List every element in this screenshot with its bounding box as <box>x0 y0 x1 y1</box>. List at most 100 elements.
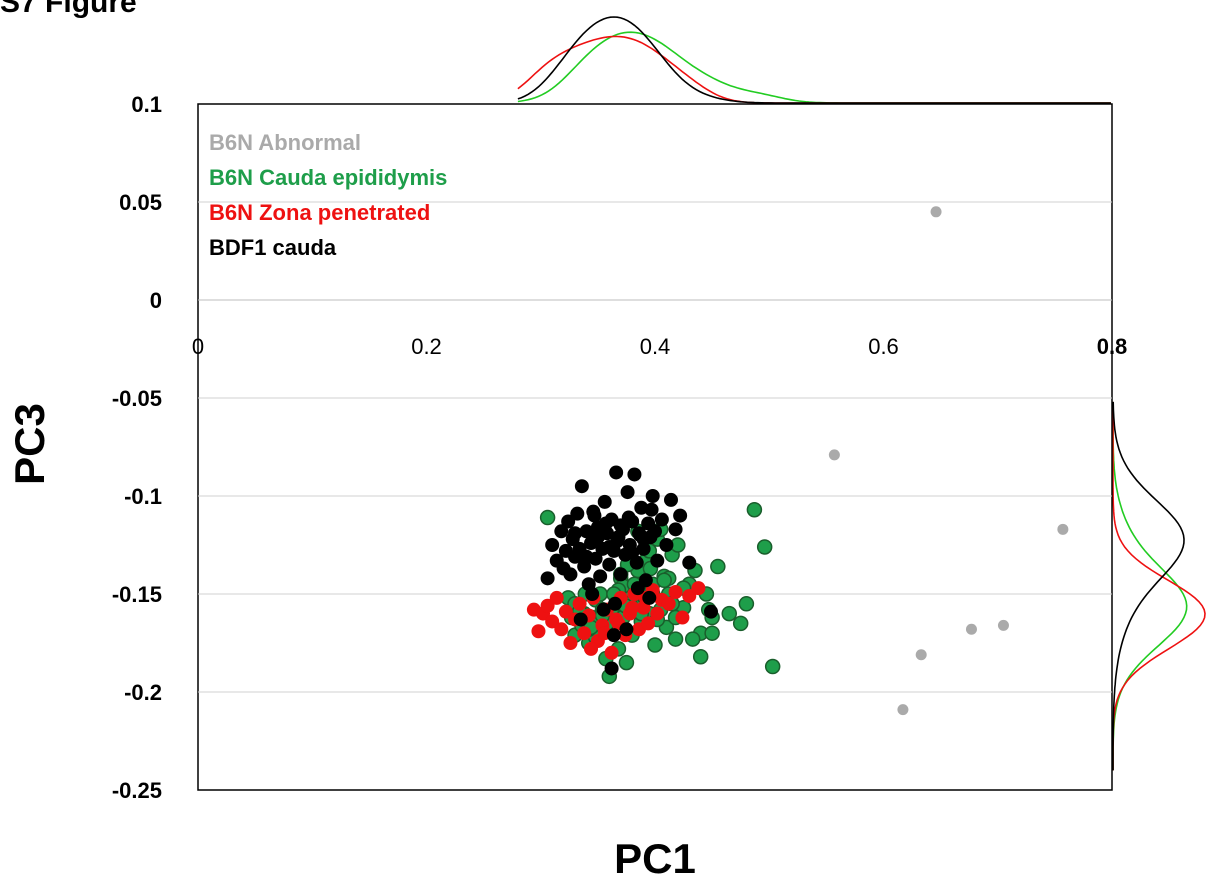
data-point <box>613 567 628 582</box>
data-point <box>584 641 599 656</box>
data-point <box>648 524 662 539</box>
data-point <box>1057 523 1069 535</box>
data-point <box>549 590 564 605</box>
data-point <box>554 524 569 539</box>
data-point <box>604 661 619 676</box>
data-point <box>738 596 755 612</box>
data-point <box>610 534 625 549</box>
data-point <box>746 501 763 518</box>
data-points <box>526 206 1069 716</box>
x-tick-label: 0.6 <box>868 334 899 359</box>
x-axis-title: PC1 <box>614 835 696 882</box>
data-point <box>647 637 663 653</box>
data-point <box>668 585 683 600</box>
data-point <box>531 624 546 639</box>
data-point <box>545 538 560 552</box>
data-point <box>659 538 674 552</box>
gridlines <box>198 201 1112 693</box>
data-point <box>644 502 659 517</box>
data-point <box>540 571 555 586</box>
data-point <box>572 596 587 611</box>
data-point <box>627 467 642 482</box>
data-point <box>710 558 726 575</box>
data-point <box>570 506 585 521</box>
data-point <box>692 648 709 665</box>
series-2 <box>526 581 706 660</box>
y-tick-label: 0.1 <box>131 92 162 117</box>
data-point <box>764 658 781 675</box>
data-point <box>641 616 656 631</box>
series-3 <box>540 465 718 676</box>
plot-frame <box>197 103 1113 791</box>
data-point <box>965 623 977 635</box>
data-point <box>602 557 617 572</box>
data-point <box>682 588 697 603</box>
data-point <box>642 590 657 605</box>
data-point <box>579 549 594 564</box>
data-point <box>587 508 602 523</box>
data-point <box>563 567 578 582</box>
data-point <box>625 545 640 560</box>
right-density-curve <box>1112 401 1188 771</box>
series-0 <box>828 206 1069 716</box>
data-point <box>930 206 942 218</box>
top-marginal-density <box>517 16 1111 104</box>
data-point <box>645 489 660 503</box>
legend-entry: B6N Zona penetrated <box>209 200 430 225</box>
data-point <box>561 514 576 529</box>
data-point <box>619 622 634 637</box>
data-point <box>704 625 720 641</box>
top-density-curve <box>517 35 1111 104</box>
data-point <box>554 622 569 637</box>
y-tick-label: -0.15 <box>112 582 162 607</box>
right-density-curve <box>1112 401 1206 771</box>
data-point <box>609 465 624 480</box>
data-point <box>608 596 623 611</box>
x-tick-label: 0.8 <box>1097 334 1128 359</box>
data-point <box>621 510 636 525</box>
data-point <box>828 449 840 461</box>
data-point <box>598 516 613 531</box>
y-tick-label: -0.1 <box>124 484 162 509</box>
data-point <box>684 631 701 647</box>
data-point <box>585 587 600 601</box>
data-point <box>540 598 555 613</box>
data-point <box>667 631 684 647</box>
data-point <box>668 522 683 537</box>
data-point <box>574 479 589 494</box>
data-point <box>606 628 621 643</box>
top-density-curve <box>517 16 1111 104</box>
data-point <box>604 645 619 660</box>
data-point <box>703 604 718 619</box>
data-point <box>545 614 560 629</box>
y-tick-label: 0 <box>150 288 162 313</box>
x-tick-labels: 0 0.2 0.4 0.6 0.8 <box>192 334 1127 359</box>
legend: B6N Abnormal B6N Cauda epididymis B6N Zona… <box>209 130 447 260</box>
data-point <box>563 636 578 650</box>
data-point <box>593 569 608 584</box>
data-point <box>650 606 665 621</box>
data-point <box>618 654 635 671</box>
data-point <box>579 524 594 539</box>
data-point <box>539 509 556 526</box>
y-tick-labels: 0.1 0.05 0 -0.05 -0.1 -0.15 -0.2 -0.25 <box>112 92 162 803</box>
data-point <box>673 508 688 523</box>
data-point <box>636 541 651 556</box>
legend-entry: BDF1 cauda <box>209 235 337 260</box>
data-point <box>597 494 612 509</box>
legend-entry: B6N Abnormal <box>209 130 361 155</box>
x-tick-label: 0.4 <box>640 334 671 359</box>
data-point <box>997 619 1009 631</box>
data-point <box>915 649 927 661</box>
data-point <box>630 581 645 596</box>
right-density-curve <box>1112 401 1185 771</box>
y-tick-label: -0.2 <box>124 680 162 705</box>
data-point <box>756 539 773 555</box>
data-point <box>568 526 583 541</box>
y-tick-label: 0.05 <box>119 190 162 215</box>
x-tick-label: 0 <box>192 334 204 359</box>
data-point <box>654 512 669 527</box>
data-point <box>675 610 690 625</box>
plot-area: 0 0.2 0.4 0.6 0.8 0.1 0.05 0 -0.05 -0.1 -0.15 -0.2… <box>112 92 1127 803</box>
